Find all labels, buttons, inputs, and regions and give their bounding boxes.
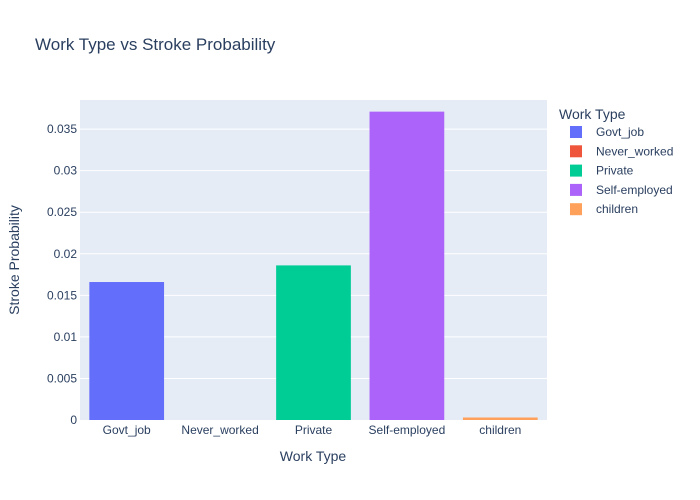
y-tick-label: 0.005	[47, 371, 77, 385]
legend-item-label: Private	[596, 164, 634, 178]
y-tick-label: 0.015	[47, 288, 77, 302]
legend-swatch	[570, 145, 582, 158]
y-tick-label: 0.03	[54, 164, 78, 178]
legend-swatch	[570, 126, 582, 138]
bars	[89, 111, 538, 421]
x-tick-label: Private	[295, 423, 333, 437]
legend-item-label: Govt_job	[596, 125, 644, 139]
x-tick-label: Govt_job	[103, 423, 151, 437]
y-axis-ticks: 0 0.005 0.01 0.015 0.02 0.025 0.03 0.035	[47, 122, 77, 427]
bar-children	[462, 417, 538, 420]
bar-private	[276, 265, 351, 420]
y-tick-label: 0.01	[54, 330, 78, 344]
y-tick-label: 0.035	[47, 122, 77, 136]
legend-item-label: Self-employed	[596, 183, 673, 197]
x-tick-label: Never_worked	[181, 423, 258, 437]
chart-title: Work Type vs Stroke Probability	[35, 35, 276, 54]
bar-govt-job	[89, 282, 165, 420]
bar-self-employed	[369, 111, 445, 421]
legend-swatch	[570, 164, 582, 177]
x-axis-title: Work Type	[280, 448, 347, 464]
x-tick-label: Self-employed	[369, 423, 446, 437]
y-tick-label: 0	[70, 413, 77, 427]
legend-item-label: children	[596, 202, 638, 216]
x-axis-ticks: Govt_job Never_worked Private Self-employed…	[103, 423, 522, 437]
legend-item-label: Never_worked	[596, 144, 673, 158]
y-tick-label: 0.02	[54, 247, 78, 261]
legend-swatch	[570, 203, 582, 216]
legend-title: Work Type	[559, 106, 626, 122]
legend: Work Type Govt_job Never_worked Private Sel…	[559, 106, 673, 216]
y-tick-label: 0.025	[47, 205, 77, 219]
legend-swatch	[570, 183, 582, 196]
x-tick-label: children	[479, 423, 521, 437]
y-axis-title: Stroke Probability	[6, 205, 22, 315]
